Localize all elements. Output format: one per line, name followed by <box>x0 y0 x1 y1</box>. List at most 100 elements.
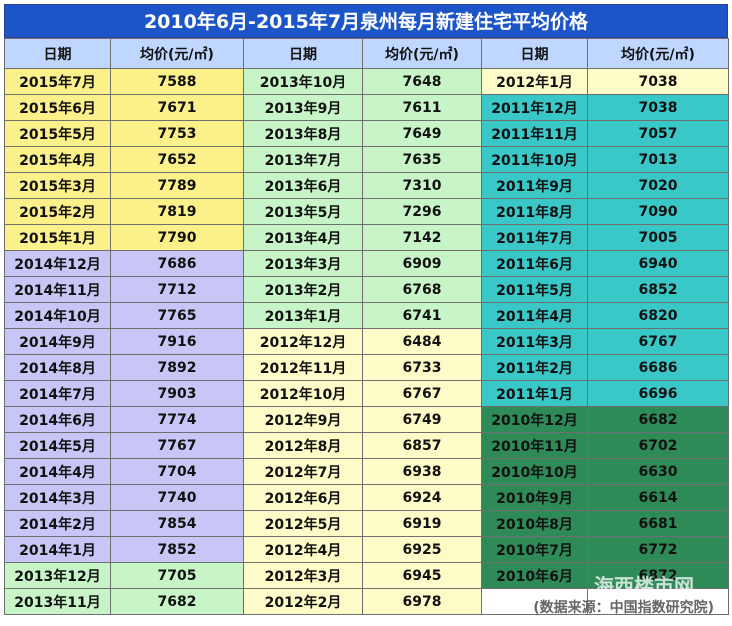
price-cell: 7588 <box>110 68 244 95</box>
table-row: 2014年6月 7774 2012年9月 6749 2010年12月 6682 <box>4 406 729 433</box>
price-cell: 6686 <box>587 354 729 381</box>
price-cell: 7903 <box>110 380 244 407</box>
date-cell: 2011年7月 <box>481 224 588 251</box>
price-cell: 6978 <box>362 588 482 615</box>
source-note: (数据来源：中国指数研究院) <box>533 600 714 616</box>
price-cell: 6767 <box>587 328 729 355</box>
price-cell: 6940 <box>587 250 729 277</box>
price-cell: 7649 <box>362 120 482 147</box>
price-cell: 6767 <box>362 380 482 407</box>
date-cell: 2012年1月 <box>481 68 588 95</box>
price-cell: 7892 <box>110 354 244 381</box>
date-cell: 2013年1月 <box>243 302 363 329</box>
date-cell: 2013年9月 <box>243 94 363 121</box>
price-cell: 7753 <box>110 120 244 147</box>
price-cell: 6696 <box>587 380 729 407</box>
date-cell: 2010年10月 <box>481 458 588 485</box>
table-row: 2015年4月 7652 2013年7月 7635 2011年10月 7013 <box>4 146 729 173</box>
date-cell: 2012年12月 <box>243 328 363 355</box>
date-cell: 2014年1月 <box>4 536 111 563</box>
date-cell: 2011年4月 <box>481 302 588 329</box>
date-cell: 2014年6月 <box>4 406 111 433</box>
price-cell: 6484 <box>362 328 482 355</box>
date-cell: 2010年8月 <box>481 510 588 537</box>
price-cell: 7774 <box>110 406 244 433</box>
date-cell: 2012年4月 <box>243 536 363 563</box>
price-cell: 7038 <box>587 94 729 121</box>
price-cell: 7296 <box>362 198 482 225</box>
date-cell: 2015年6月 <box>4 94 111 121</box>
date-cell: 2013年11月 <box>4 588 111 615</box>
table-row: 2014年4月 7704 2012年7月 6938 2010年10月 6630 <box>4 458 729 485</box>
price-cell: 6768 <box>362 276 482 303</box>
date-cell: 2011年6月 <box>481 250 588 277</box>
date-cell: 2015年7月 <box>4 68 111 95</box>
price-cell: 7854 <box>110 510 244 537</box>
date-cell: 2015年3月 <box>4 172 111 199</box>
table-row: 2014年9月 7916 2012年12月 6484 2011年3月 6767 <box>4 328 729 355</box>
price-cell: 6682 <box>587 406 729 433</box>
date-cell: 2014年10月 <box>4 302 111 329</box>
date-cell: 2011年9月 <box>481 172 588 199</box>
table-row: 2014年8月 7892 2012年11月 6733 2011年2月 6686 <box>4 354 729 381</box>
price-cell: 7705 <box>110 562 244 589</box>
date-cell: 2012年7月 <box>243 458 363 485</box>
date-cell: 2013年6月 <box>243 172 363 199</box>
date-cell: 2015年1月 <box>4 224 111 251</box>
price-cell: 6614 <box>587 484 729 511</box>
date-cell: 2010年6月 <box>481 562 588 589</box>
table-row: 2014年10月 7765 2013年1月 6741 2011年4月 6820 <box>4 302 729 329</box>
price-cell: 6749 <box>362 406 482 433</box>
header-price-1: 均价(元/㎡) <box>110 38 244 69</box>
table-row: 2013年12月 7705 2012年3月 6945 2010年6月 6872 <box>4 562 729 589</box>
table-body: 2015年7月 7588 2013年10月 7648 2012年1月 7038 2015年6… <box>4 68 729 615</box>
price-table: 日期 均价(元/㎡) 日期 均价(元/㎡) 日期 均价(元/㎡) 2015年7月… <box>4 38 729 615</box>
header-price-2: 均价(元/㎡) <box>362 38 482 69</box>
date-cell: 2011年11月 <box>481 120 588 147</box>
date-cell: 2012年3月 <box>243 562 363 589</box>
date-cell: 2014年3月 <box>4 484 111 511</box>
price-cell: 6945 <box>362 562 482 589</box>
date-cell: 2014年11月 <box>4 276 111 303</box>
price-cell: 7090 <box>587 198 729 225</box>
price-cell: 7686 <box>110 250 244 277</box>
table-row: 2014年7月 7903 2012年10月 6767 2011年1月 6696 <box>4 380 729 407</box>
price-cell: 6938 <box>362 458 482 485</box>
table-row: 2015年5月 7753 2013年8月 7649 2011年11月 7057 <box>4 120 729 147</box>
date-cell: 2014年12月 <box>4 250 111 277</box>
price-cell: 7611 <box>362 94 482 121</box>
price-cell: 7652 <box>110 146 244 173</box>
price-cell: 7852 <box>110 536 244 563</box>
date-cell: 2014年7月 <box>4 380 111 407</box>
date-cell: 2013年8月 <box>243 120 363 147</box>
date-cell: 2014年5月 <box>4 432 111 459</box>
table-row: 2013年11月 7682 2012年2月 6978 <box>4 588 729 615</box>
price-cell: 6733 <box>362 354 482 381</box>
price-cell: 7038 <box>587 68 729 95</box>
watermark: 海西楼市网 <box>594 574 694 598</box>
price-cell: 7789 <box>110 172 244 199</box>
header-price-3: 均价(元/㎡) <box>587 38 729 69</box>
date-cell: 2012年2月 <box>243 588 363 615</box>
price-cell: 6772 <box>587 536 729 563</box>
date-cell: 2011年5月 <box>481 276 588 303</box>
price-cell: 7740 <box>110 484 244 511</box>
price-cell: 6872 <box>587 562 729 589</box>
date-cell: 2013年7月 <box>243 146 363 173</box>
date-cell: 2013年12月 <box>4 562 111 589</box>
date-cell: 2010年9月 <box>481 484 588 511</box>
price-table-sheet: 2010年6月-2015年7月泉州每月新建住宅平均价格 日期 均价(元/㎡) 日… <box>4 4 729 621</box>
table-row: 2014年12月 7686 2013年3月 6909 2011年6月 6940 <box>4 250 729 277</box>
price-cell: 7310 <box>362 172 482 199</box>
table-row: 2014年2月 7854 2012年5月 6919 2010年8月 6681 <box>4 510 729 537</box>
price-cell: 7142 <box>362 224 482 251</box>
price-cell: 6852 <box>587 276 729 303</box>
price-cell <box>587 588 729 615</box>
date-cell: 2015年5月 <box>4 120 111 147</box>
price-cell: 7057 <box>587 120 729 147</box>
date-cell: 2012年11月 <box>243 354 363 381</box>
table-row: 2015年6月 7671 2013年9月 7611 2011年12月 7038 <box>4 94 729 121</box>
price-cell: 7704 <box>110 458 244 485</box>
price-cell: 6681 <box>587 510 729 537</box>
price-cell: 7005 <box>587 224 729 251</box>
